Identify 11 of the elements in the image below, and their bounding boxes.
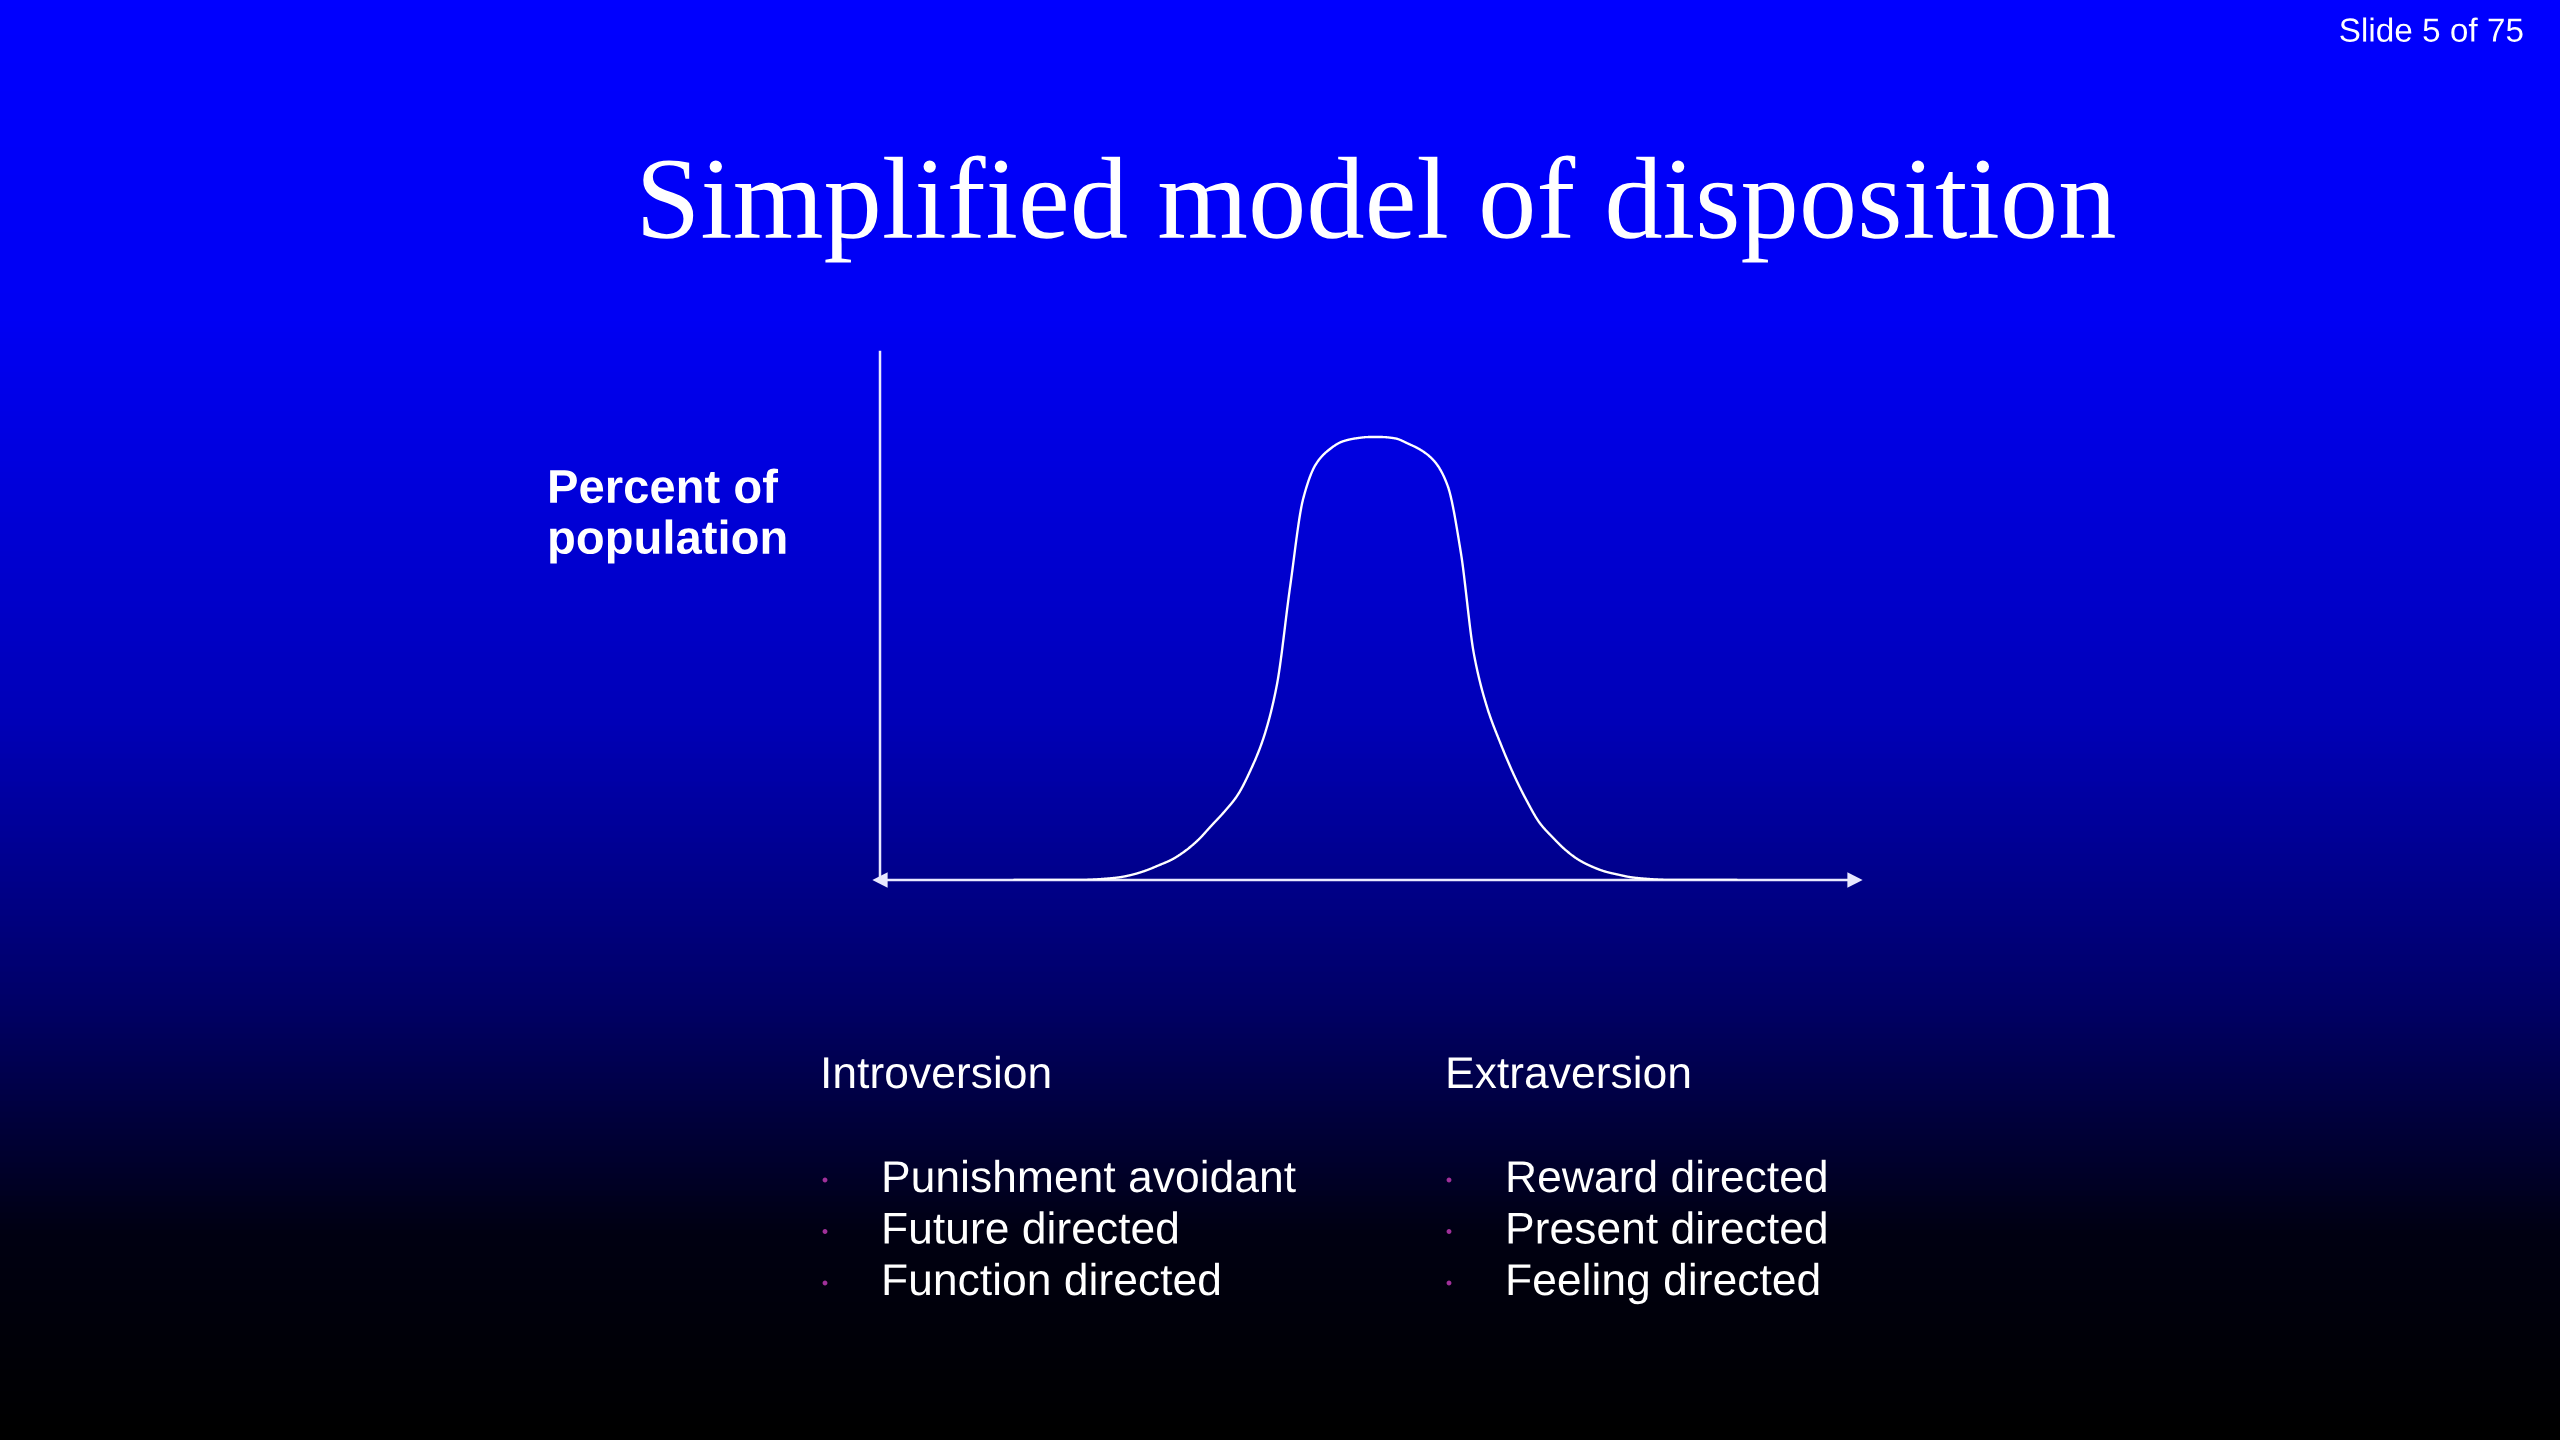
text: Feeling directed bbox=[1508, 1262, 1819, 1305]
text: Punishment avoidant bbox=[884, 1159, 1296, 1193]
text: Introversion bbox=[824, 1055, 1050, 1089]
text: Present directed bbox=[1508, 1211, 1826, 1244]
text: Future directed bbox=[884, 1211, 1178, 1244]
chart-title: Simplified model of disposition bbox=[643, 155, 2115, 263]
text: Extraversion bbox=[1448, 1055, 1690, 1089]
y-axis-title: Percent of population bbox=[550, 468, 786, 564]
text: Slide 5 of 75 bbox=[2340, 17, 2523, 42]
text: Function directed bbox=[884, 1262, 1220, 1296]
text: Reward directed bbox=[1508, 1159, 1826, 1193]
